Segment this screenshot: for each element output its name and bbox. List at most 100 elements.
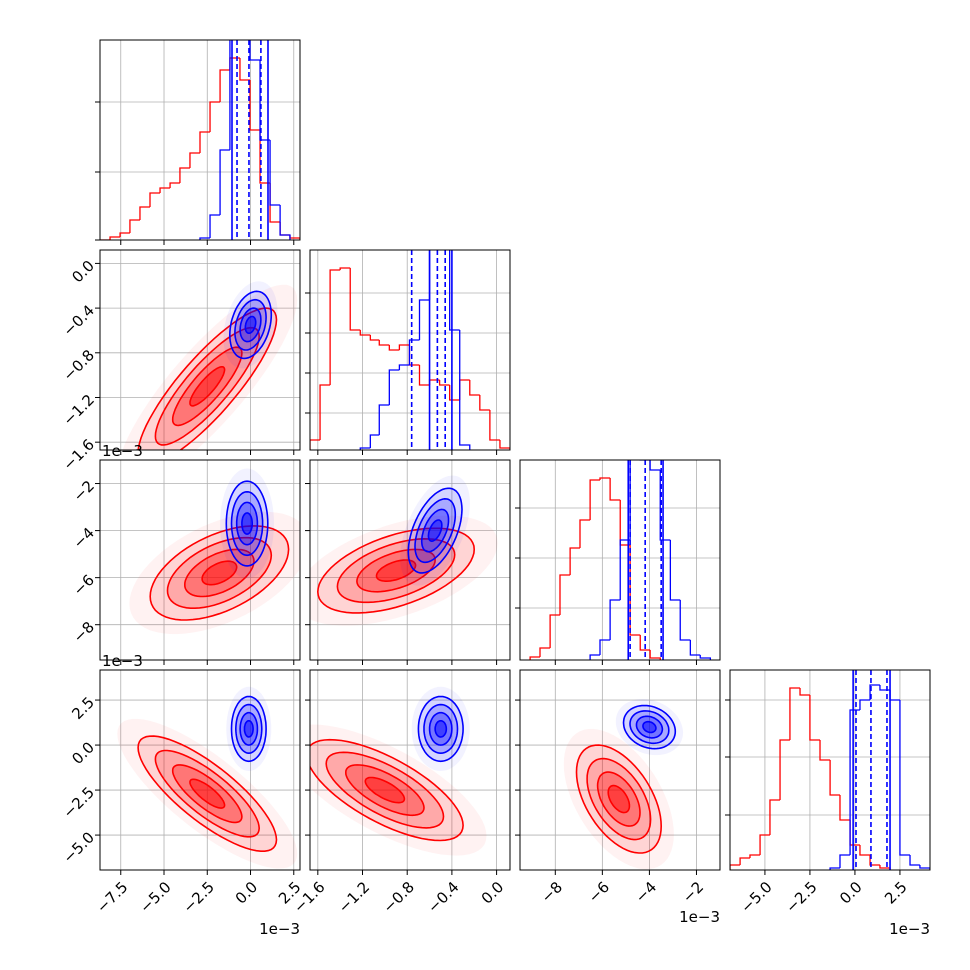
contour	[336, 537, 456, 604]
density-fill	[229, 291, 272, 359]
contour	[364, 776, 406, 804]
histogram-step	[149, 192, 161, 207]
histogram-step	[229, 40, 231, 150]
histogram-step	[259, 130, 271, 184]
density-fill	[244, 720, 254, 737]
y-tick-label: 0.0	[68, 738, 98, 768]
histogram-step	[689, 640, 701, 656]
contour	[434, 720, 448, 738]
x-tick-label: 2.5	[881, 878, 911, 908]
histogram-step	[859, 845, 871, 856]
histogram-step	[499, 440, 510, 450]
histogram-step	[639, 460, 651, 461]
density-fill	[220, 468, 274, 579]
contour	[375, 559, 417, 582]
x-tick-label: −0.4	[424, 878, 462, 916]
contour	[189, 366, 226, 407]
density-fill	[190, 366, 225, 406]
histogram-step	[789, 687, 801, 740]
density-fill	[310, 515, 498, 626]
histogram-step	[459, 379, 470, 400]
contour	[642, 720, 657, 734]
density-fill	[418, 696, 464, 762]
density-fill	[415, 498, 456, 563]
histogram-step	[699, 655, 712, 660]
y-tick-label: −4	[70, 524, 98, 552]
histogram-step	[459, 330, 471, 450]
x-tick-label: −0.8	[379, 878, 417, 916]
density-fill	[231, 491, 263, 556]
histogram-step	[559, 574, 571, 615]
histogram-step	[279, 205, 291, 240]
histogram-step	[799, 688, 810, 696]
histogram-step	[199, 131, 211, 153]
contour	[310, 738, 464, 842]
histogram-step	[398, 364, 410, 370]
x-tick-label: −2	[679, 878, 707, 906]
histogram-step	[809, 695, 821, 741]
y-tick-label: 0.0	[68, 257, 98, 287]
density-fill	[240, 308, 261, 342]
contour	[183, 548, 255, 598]
density-fill	[429, 712, 452, 746]
histogram-step	[310, 439, 321, 450]
contour	[427, 519, 443, 542]
histogram-step	[609, 478, 621, 501]
histogram-step	[569, 547, 580, 575]
histogram-step	[839, 854, 851, 868]
x-tick-label: −4	[632, 878, 660, 906]
contour	[244, 315, 257, 334]
histogram-step	[609, 599, 621, 640]
y-tick-label: −5.0	[60, 828, 98, 866]
contour	[241, 512, 253, 535]
density-fill	[345, 764, 424, 816]
histogram-step	[209, 214, 221, 238]
histogram-step	[449, 250, 460, 331]
y-tick-label: −0.4	[60, 301, 98, 339]
histogram-step	[378, 340, 390, 346]
histogram-step	[629, 545, 641, 636]
histogram-step	[539, 647, 551, 657]
contour	[189, 778, 226, 809]
x-tick-label: −6	[585, 878, 613, 906]
x-tick-label: 0.0	[836, 878, 866, 908]
histogram-step	[659, 470, 671, 541]
histogram-step	[479, 395, 490, 411]
panel-frame	[729, 669, 931, 871]
contour	[239, 711, 259, 746]
y-tick-label: −2.5	[60, 783, 98, 821]
histogram-step	[469, 380, 480, 396]
panel	[310, 250, 510, 450]
histogram-step	[418, 299, 430, 340]
panel-frame	[99, 459, 301, 661]
histogram-step	[269, 140, 281, 206]
contour	[239, 307, 262, 343]
density-fill	[155, 327, 260, 445]
x-tick-label: 0.0	[232, 878, 262, 908]
panel-frame	[309, 669, 511, 871]
panel-frame	[519, 459, 721, 661]
contour	[149, 525, 290, 621]
histogram-step	[259, 60, 271, 141]
contour	[635, 715, 664, 739]
contour	[225, 480, 269, 567]
x-tick-label: −5.0	[737, 878, 775, 916]
density-fill	[310, 739, 464, 841]
density-fill	[223, 281, 278, 369]
contour	[154, 326, 261, 446]
density-fill	[642, 721, 656, 733]
panel	[310, 460, 510, 660]
y-tick-label: −0.8	[60, 346, 98, 384]
histogram-step	[239, 58, 250, 81]
histogram-step	[589, 654, 600, 660]
histogram-step	[159, 187, 171, 193]
histogram-step	[829, 867, 840, 870]
density-fill	[138, 736, 277, 852]
histogram-step	[909, 855, 920, 866]
density-fill	[241, 512, 253, 535]
contour	[325, 751, 445, 829]
contour	[414, 497, 457, 564]
histogram-step	[869, 684, 880, 700]
histogram-step	[619, 539, 631, 600]
histogram-step	[359, 330, 371, 336]
